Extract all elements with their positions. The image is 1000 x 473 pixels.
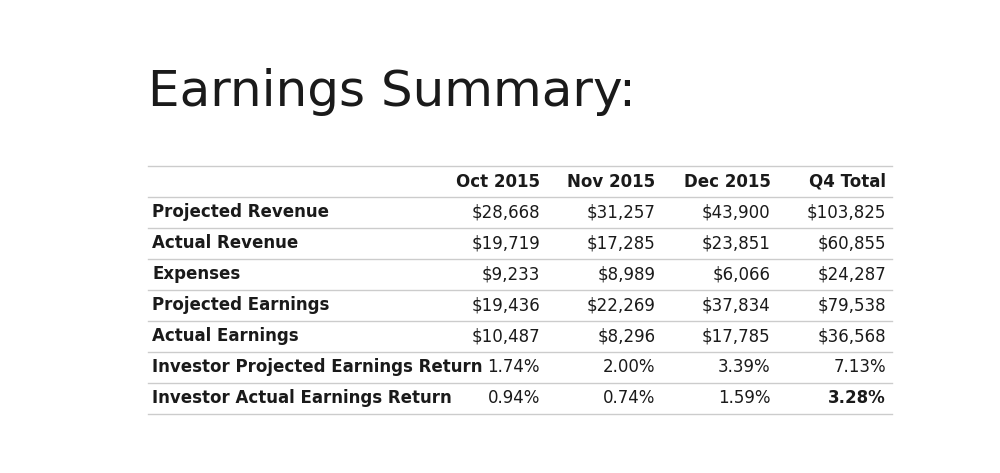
Text: $19,436: $19,436 [471,296,540,315]
Text: 1.59%: 1.59% [718,389,771,407]
Text: $43,900: $43,900 [702,203,771,221]
Text: Investor Actual Earnings Return: Investor Actual Earnings Return [152,389,452,407]
Text: $8,989: $8,989 [597,265,655,283]
Text: Actual Earnings: Actual Earnings [152,327,299,345]
Text: $9,233: $9,233 [482,265,540,283]
Text: $10,487: $10,487 [471,327,540,345]
Text: $17,785: $17,785 [702,327,771,345]
Text: 2.00%: 2.00% [603,358,655,376]
Text: $79,538: $79,538 [817,296,886,315]
Text: $8,296: $8,296 [597,327,655,345]
Text: $6,066: $6,066 [713,265,771,283]
Text: Q4 Total: Q4 Total [809,173,886,191]
Text: 1.74%: 1.74% [488,358,540,376]
Text: $37,834: $37,834 [702,296,771,315]
Text: Actual Revenue: Actual Revenue [152,235,298,253]
Text: Dec 2015: Dec 2015 [684,173,771,191]
Text: Oct 2015: Oct 2015 [456,173,540,191]
Text: $23,851: $23,851 [702,235,771,253]
Text: 0.94%: 0.94% [488,389,540,407]
Text: $28,668: $28,668 [471,203,540,221]
Text: $103,825: $103,825 [807,203,886,221]
Text: 7.13%: 7.13% [833,358,886,376]
Text: $31,257: $31,257 [587,203,655,221]
Text: $22,269: $22,269 [587,296,655,315]
Text: Earnings Summary:: Earnings Summary: [148,68,636,116]
Text: $36,568: $36,568 [817,327,886,345]
Text: $24,287: $24,287 [817,265,886,283]
Text: Expenses: Expenses [152,265,240,283]
Text: Investor Projected Earnings Return: Investor Projected Earnings Return [152,358,483,376]
Text: 0.74%: 0.74% [603,389,655,407]
Text: $60,855: $60,855 [818,235,886,253]
Text: 3.39%: 3.39% [718,358,771,376]
Text: 3.28%: 3.28% [828,389,886,407]
Text: Projected Earnings: Projected Earnings [152,296,330,315]
Text: Projected Revenue: Projected Revenue [152,203,329,221]
Text: $19,719: $19,719 [471,235,540,253]
Text: Nov 2015: Nov 2015 [567,173,655,191]
Text: $17,285: $17,285 [587,235,655,253]
